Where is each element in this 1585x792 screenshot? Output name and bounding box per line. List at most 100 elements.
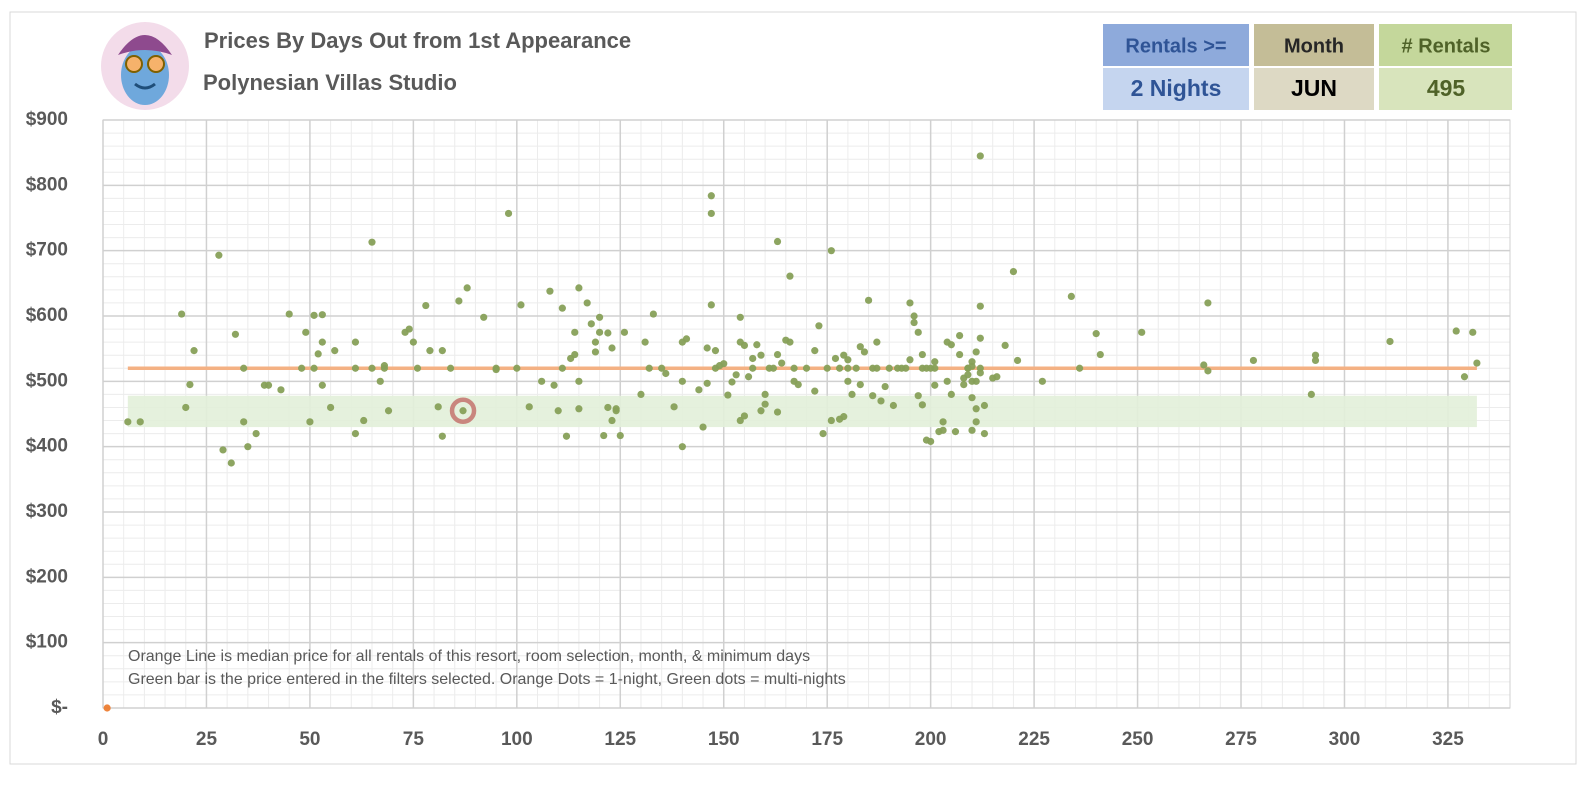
data-point [136, 418, 144, 426]
data-point [186, 381, 194, 389]
data-point [240, 364, 248, 372]
data-point [1096, 350, 1104, 359]
data-point [459, 407, 467, 415]
data-point [438, 347, 446, 355]
data-point [840, 413, 848, 421]
x-tick-label: 25 [196, 729, 218, 750]
data-point [778, 359, 786, 367]
data-point [426, 347, 434, 355]
data-point [480, 313, 488, 321]
data-point [244, 443, 252, 451]
data-point [318, 338, 326, 346]
data-point [351, 430, 360, 438]
x-tick-label: 150 [708, 729, 740, 750]
data-point [927, 437, 935, 446]
data-point [637, 390, 645, 398]
data-point [368, 238, 376, 246]
data-point [231, 330, 240, 338]
data-point [914, 328, 922, 336]
data-point [827, 247, 835, 255]
filter-header [1103, 24, 1249, 66]
data-point [1009, 267, 1018, 276]
data-point [956, 350, 964, 359]
data-point [318, 381, 326, 389]
x-tick-label: 50 [299, 729, 320, 750]
data-point [980, 401, 989, 410]
y-tick-label: $300 [26, 501, 68, 522]
filter-label: Rentals >= [1125, 35, 1226, 57]
data-point [947, 341, 955, 349]
data-point [525, 403, 533, 411]
x-tick-label: 300 [1329, 729, 1361, 750]
data-point [749, 364, 757, 372]
data-point [608, 344, 616, 352]
data-point [794, 381, 802, 389]
data-point [885, 364, 893, 372]
data-point [707, 209, 715, 218]
data-point [1460, 373, 1469, 381]
data-point [802, 364, 811, 372]
data-point [380, 362, 388, 370]
data-point [744, 373, 753, 381]
highlight-ring [449, 397, 477, 424]
data-point [972, 418, 980, 426]
data-point [736, 416, 744, 425]
data-point [351, 338, 360, 346]
data-point [277, 386, 285, 394]
y-tick-label: $500 [26, 370, 68, 391]
data-point [956, 332, 964, 340]
data-point [1452, 327, 1460, 335]
data-point [360, 416, 368, 425]
x-tick-label: 125 [604, 729, 636, 750]
filter-label: Month [1284, 35, 1344, 57]
data-point [285, 310, 293, 318]
data-point [550, 381, 558, 389]
data-point [298, 364, 306, 372]
data-point [517, 301, 525, 309]
data-point [1013, 356, 1022, 365]
data-point [1092, 330, 1100, 338]
data-point [972, 405, 980, 413]
data-point [939, 418, 947, 426]
data-point [720, 360, 728, 368]
data-point [612, 405, 620, 413]
data-point [678, 377, 686, 385]
data-point [604, 403, 612, 412]
data-point [455, 297, 463, 305]
data-point [960, 381, 968, 389]
y-tick-label: $600 [26, 305, 68, 326]
data-point [314, 350, 322, 358]
data-point [641, 338, 649, 346]
filter-value: 2 Nights [1131, 75, 1222, 101]
data-point [889, 401, 898, 410]
data-point [819, 430, 827, 438]
x-tick-label: 325 [1432, 729, 1464, 750]
y-tick-label: $200 [26, 566, 68, 587]
data-point [595, 328, 604, 336]
x-tick-label: 175 [811, 729, 843, 750]
filter-value: JUN [1291, 75, 1337, 101]
data-point [840, 351, 848, 359]
data-point [947, 390, 955, 398]
data-point [823, 364, 831, 372]
data-point [1138, 328, 1146, 336]
data-point [786, 272, 794, 280]
data-point [409, 338, 417, 346]
data-point [931, 358, 939, 366]
data-point [811, 347, 819, 355]
data-point [1204, 299, 1212, 307]
data-point [1001, 341, 1009, 349]
data-point [182, 403, 190, 412]
data-point [761, 400, 769, 408]
data-point [703, 344, 711, 352]
data-point [1038, 377, 1046, 385]
y-tick-label: $700 [26, 240, 68, 261]
data-point [761, 390, 769, 398]
data-point [616, 431, 624, 440]
data-point [844, 356, 852, 364]
data-point [513, 364, 521, 372]
data-point [852, 364, 860, 372]
data-point [434, 403, 442, 411]
note: Orange Line is median price for all rent… [128, 648, 810, 665]
